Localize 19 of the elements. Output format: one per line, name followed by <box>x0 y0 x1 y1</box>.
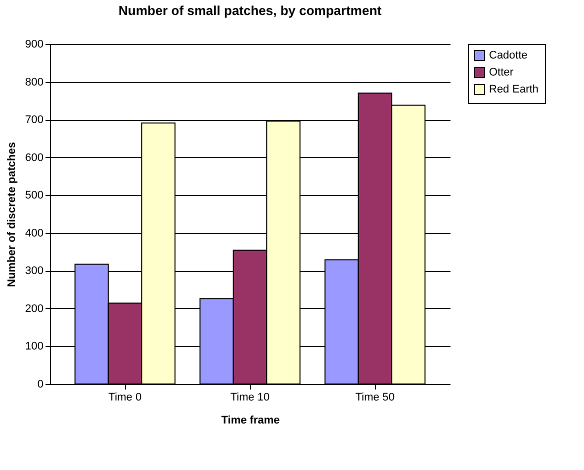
x-axis-title: Time frame <box>221 414 280 426</box>
y-tick-label: 700 <box>25 114 44 126</box>
y-tick-label: 0 <box>37 378 44 390</box>
y-tick-label: 100 <box>25 340 44 353</box>
y-tick-label: 500 <box>25 190 44 202</box>
legend-label: Red Earth <box>489 84 539 96</box>
legend-label: Cadotte <box>489 50 528 62</box>
y-tick-label: 200 <box>25 302 44 315</box>
legend-label: Otter <box>489 66 514 78</box>
y-tick-label: 300 <box>25 265 44 278</box>
y-tick-label: 900 <box>25 38 44 50</box>
chart-title: Number of small patches, by compartment <box>118 3 382 18</box>
y-axis-title: Number of discrete patches <box>6 142 18 287</box>
y-tick-label: 400 <box>25 227 44 240</box>
y-tick-label: 600 <box>25 152 44 164</box>
x-tick-label: Time 50 <box>355 392 395 404</box>
x-tick-label: Time 0 <box>108 392 142 404</box>
y-tick-label: 800 <box>25 76 44 88</box>
x-tick-label: Time 10 <box>230 392 270 404</box>
